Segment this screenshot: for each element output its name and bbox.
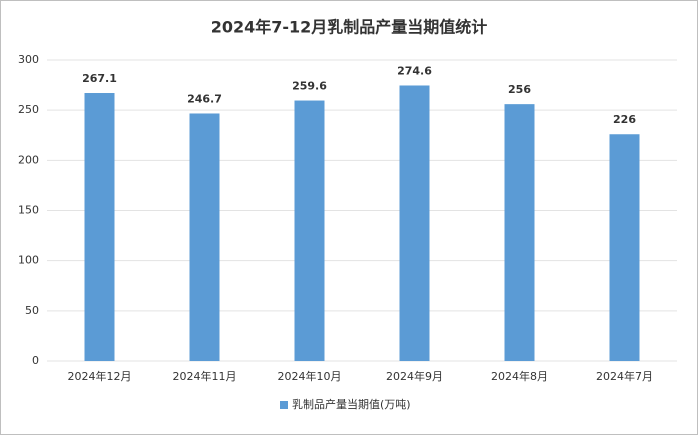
data-label: 274.6 — [397, 64, 432, 77]
data-label: 246.7 — [187, 92, 222, 105]
bar — [609, 134, 640, 361]
data-label: 267.1 — [82, 72, 117, 85]
bar — [189, 113, 220, 362]
y-tick-label: 250 — [18, 103, 39, 116]
bar — [399, 85, 430, 361]
x-tick-label: 2024年9月 — [386, 369, 443, 383]
x-tick-label: 2024年7月 — [596, 369, 653, 383]
x-tick-label: 2024年10月 — [278, 369, 342, 383]
legend-label: 乳制品产量当期值(万吨) — [292, 397, 411, 411]
x-tick-label: 2024年12月 — [68, 369, 132, 383]
chart-title: 2024年7-12月乳制品产量当期值统计 — [211, 18, 488, 37]
legend-swatch — [280, 401, 288, 409]
y-tick-label: 50 — [25, 304, 39, 317]
y-tick-label: 200 — [18, 153, 39, 166]
bar — [294, 100, 325, 361]
data-label: 256 — [508, 83, 531, 96]
x-tick-label: 2024年8月 — [491, 369, 548, 383]
bar — [84, 93, 115, 361]
y-tick-label: 0 — [32, 354, 39, 367]
y-tick-label: 100 — [18, 254, 39, 267]
bar — [504, 104, 535, 361]
y-tick-label: 150 — [18, 204, 39, 217]
y-tick-label: 300 — [18, 53, 39, 66]
x-tick-label: 2024年11月 — [173, 369, 237, 383]
data-label: 259.6 — [292, 80, 327, 93]
data-label: 226 — [613, 113, 636, 126]
